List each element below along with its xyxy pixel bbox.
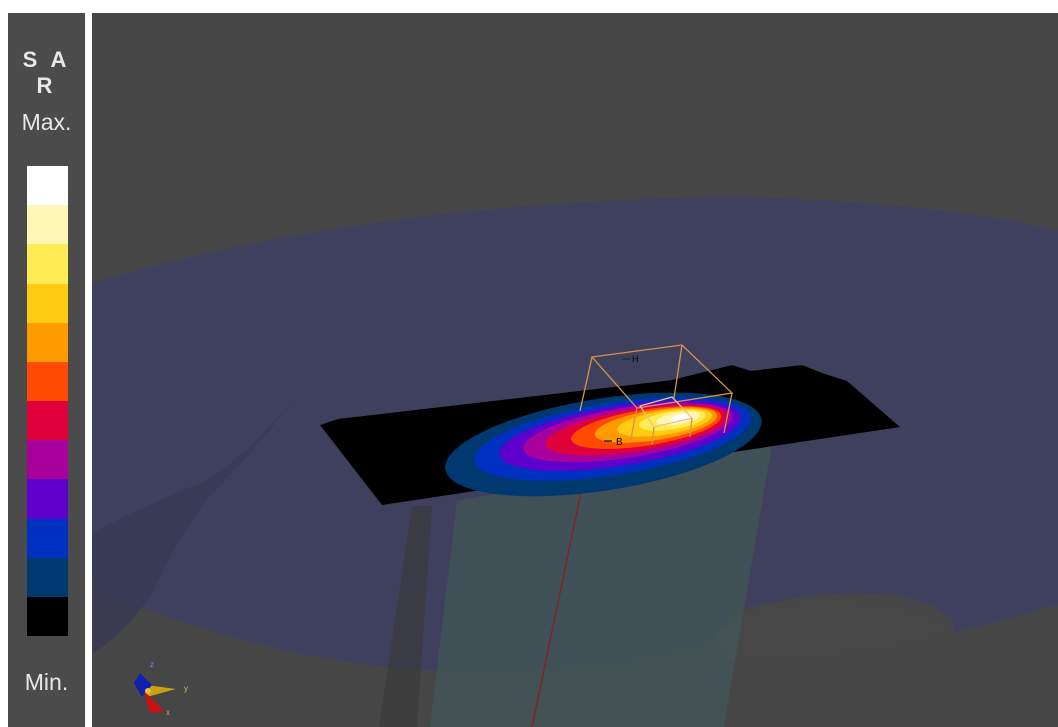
color-bar-swatch-10	[27, 557, 68, 597]
plane-notch	[652, 365, 792, 388]
orientation-axes[interactable]: y z x	[134, 660, 188, 717]
support-column-back	[379, 506, 432, 727]
sar-color-bar	[27, 166, 68, 637]
phantom-side-left	[92, 385, 302, 653]
color-bar-swatch-5	[27, 361, 68, 402]
axis-z-arrow	[134, 673, 152, 697]
color-bar-swatch-8	[27, 479, 68, 519]
color-bar-swatch-2	[27, 244, 68, 284]
axis-z-label: z	[150, 660, 154, 669]
axis-y-label: y	[184, 684, 188, 693]
axis-origin	[145, 688, 151, 694]
legend-max-label: Max.	[21, 109, 72, 135]
color-bar-swatch-9	[27, 518, 68, 558]
contour-white	[671, 413, 694, 422]
legend-title: S A R	[22, 47, 71, 98]
color-bar-swatch-11	[27, 596, 68, 637]
support-column	[430, 443, 772, 727]
axis-y-arrow	[147, 685, 176, 697]
color-bar-swatch-4	[27, 322, 68, 362]
scene-canvas: H B y z x	[92, 197, 1058, 727]
sar-hotspot	[445, 392, 762, 497]
sar-legend-panel: S A R Max. Min.	[8, 13, 85, 727]
3d-viewport[interactable]: H B y z x	[92, 13, 1058, 727]
color-bar-swatch-6	[27, 401, 68, 441]
axis-x-arrow	[144, 691, 164, 713]
probe-axis-line	[531, 477, 585, 727]
axis-x-label: x	[166, 708, 170, 717]
probe-marker-top: H	[632, 354, 639, 364]
color-bar-swatch-0	[27, 166, 68, 206]
color-bar-swatch-3	[27, 283, 68, 323]
probe-box	[579, 344, 734, 446]
legend-min-label: Min.	[24, 669, 69, 695]
probe-marker-bottom: B	[616, 437, 623, 448]
phantom-lower-right	[712, 593, 955, 663]
color-bar-swatch-1	[27, 205, 68, 245]
color-bar-swatch-7	[27, 440, 68, 480]
